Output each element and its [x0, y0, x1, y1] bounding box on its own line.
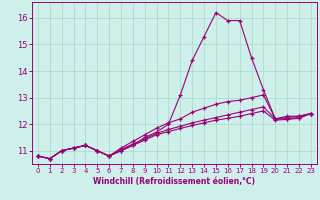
X-axis label: Windchill (Refroidissement éolien,°C): Windchill (Refroidissement éolien,°C)	[93, 177, 255, 186]
